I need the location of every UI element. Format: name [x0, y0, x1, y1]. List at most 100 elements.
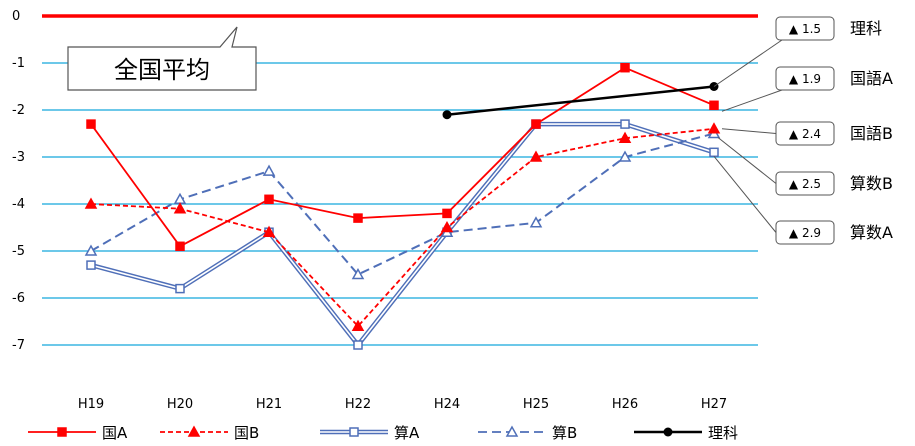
callout: ▲ 2.5 算数B: [717, 137, 893, 196]
data-point: [351, 267, 365, 280]
callout: ▲ 1.9 国語A: [721, 66, 893, 112]
data-point: [529, 150, 543, 162]
y-tick-label: -6: [12, 291, 25, 306]
callout: ▲ 2.4 国語B: [721, 121, 893, 146]
data-point: [86, 260, 96, 270]
x-tick-label: H21: [256, 397, 282, 412]
x-tick-label: H27: [701, 397, 727, 412]
y-tick-label: 0: [12, 9, 20, 24]
callout-leader: [721, 128, 777, 134]
average-callout-box: [67, 26, 257, 91]
average-label: 全国平均: [114, 56, 210, 84]
data-point: [440, 220, 454, 233]
data-point: [663, 427, 673, 437]
callout: ▲ 2.9 算数A: [713, 155, 893, 245]
legend-item: 理科: [634, 424, 738, 442]
data-point: [709, 147, 719, 158]
callout-leader: [713, 39, 783, 87]
data-point: [618, 150, 632, 162]
series-line: [90, 127, 715, 328]
data-point: [353, 340, 363, 350]
series-国B: [84, 122, 721, 331]
x-tick-label: H26: [612, 397, 638, 412]
y-tick-label: -4: [12, 197, 25, 212]
data-point: [262, 164, 276, 176]
x-tick-label: H19: [78, 397, 104, 412]
data-point: [84, 197, 98, 209]
data-point: [618, 131, 632, 143]
series-line: [90, 66, 715, 248]
data-point: [264, 194, 274, 205]
data-point: [531, 119, 541, 129]
data-point: [620, 62, 630, 73]
data-point: [505, 425, 519, 437]
y-axis-ticks: 0 -1 -2 -3 -4 -5 -6 -7: [12, 9, 25, 353]
callout-value: ▲ 1.9: [789, 72, 821, 86]
series-line: [90, 123, 715, 347]
data-point: [86, 119, 96, 129]
data-point: [187, 425, 201, 437]
y-tick-label: -7: [12, 338, 25, 353]
legend-item: 算A: [320, 424, 420, 442]
callout-subject: 国語A: [850, 69, 893, 88]
callout-box: [775, 16, 835, 41]
x-tick-label: H22: [345, 397, 371, 412]
callout-value: ▲ 2.4: [789, 127, 821, 141]
callout: ▲ 1.5 理科: [713, 16, 882, 87]
legend-label: 理科: [708, 424, 738, 442]
legend-item: 国A: [28, 424, 128, 442]
legend-item: 国B: [160, 424, 259, 442]
value-callouts: ▲ 1.5 理科 ▲ 1.9 国語A ▲ 2.4 国語B ▲ 2.5 算数B ▲ 2.9 算数A: [713, 16, 893, 245]
legend-label: 算A: [394, 424, 420, 442]
series-国A: [86, 62, 719, 252]
callout-box: [775, 171, 835, 196]
callout-leader: [713, 155, 777, 233]
callout-subject: 算数B: [850, 174, 893, 193]
series-算B: [84, 126, 721, 280]
legend-label: 国B: [234, 424, 259, 442]
national-average-callout: 全国平均: [67, 26, 257, 91]
legend-label: 算B: [552, 424, 577, 442]
data-point: [57, 427, 67, 437]
data-point: [349, 427, 359, 437]
callout-value: ▲ 1.5: [789, 22, 821, 36]
x-tick-label: H25: [523, 397, 549, 412]
grid-lines: [42, 14, 758, 346]
y-tick-label: -2: [12, 103, 25, 118]
y-tick-label: -1: [12, 56, 25, 71]
legend: 国A 国B 算A 算B 理科: [28, 424, 738, 442]
y-tick-label: -5: [12, 244, 25, 259]
callout-leader: [717, 137, 777, 184]
data-point: [175, 283, 185, 294]
series-理科: [442, 82, 719, 120]
x-tick-label: H24: [434, 397, 460, 412]
series-line: [446, 85, 715, 116]
data-point: [84, 244, 98, 256]
legend-item: 算B: [478, 424, 577, 442]
callout-value: ▲ 2.9: [789, 226, 821, 240]
data-point: [442, 208, 452, 219]
data-point: [351, 319, 365, 331]
data-point: [707, 122, 721, 134]
callout-box: [775, 121, 835, 146]
callout-leader: [721, 89, 783, 112]
callout-box: [775, 66, 835, 91]
data-point: [709, 100, 719, 111]
data-point: [175, 241, 185, 252]
callout-subject: 国語B: [850, 124, 893, 143]
callout-box: [775, 220, 835, 245]
callout-subject: 算数A: [850, 223, 893, 242]
data-point: [442, 110, 452, 120]
series-line: [90, 132, 715, 276]
legend-label: 国A: [102, 424, 128, 442]
callout-value: ▲ 2.5: [789, 177, 821, 191]
callout-subject: 理科: [850, 19, 882, 38]
data-point: [262, 225, 276, 237]
data-point: [353, 213, 363, 223]
data-point: [620, 119, 630, 129]
y-tick-label: -3: [12, 150, 25, 165]
series-lines: [84, 62, 721, 350]
x-axis-ticks: H19 H20 H21 H22 H24 H25 H26 H27: [78, 397, 727, 412]
x-tick-label: H20: [167, 397, 193, 412]
